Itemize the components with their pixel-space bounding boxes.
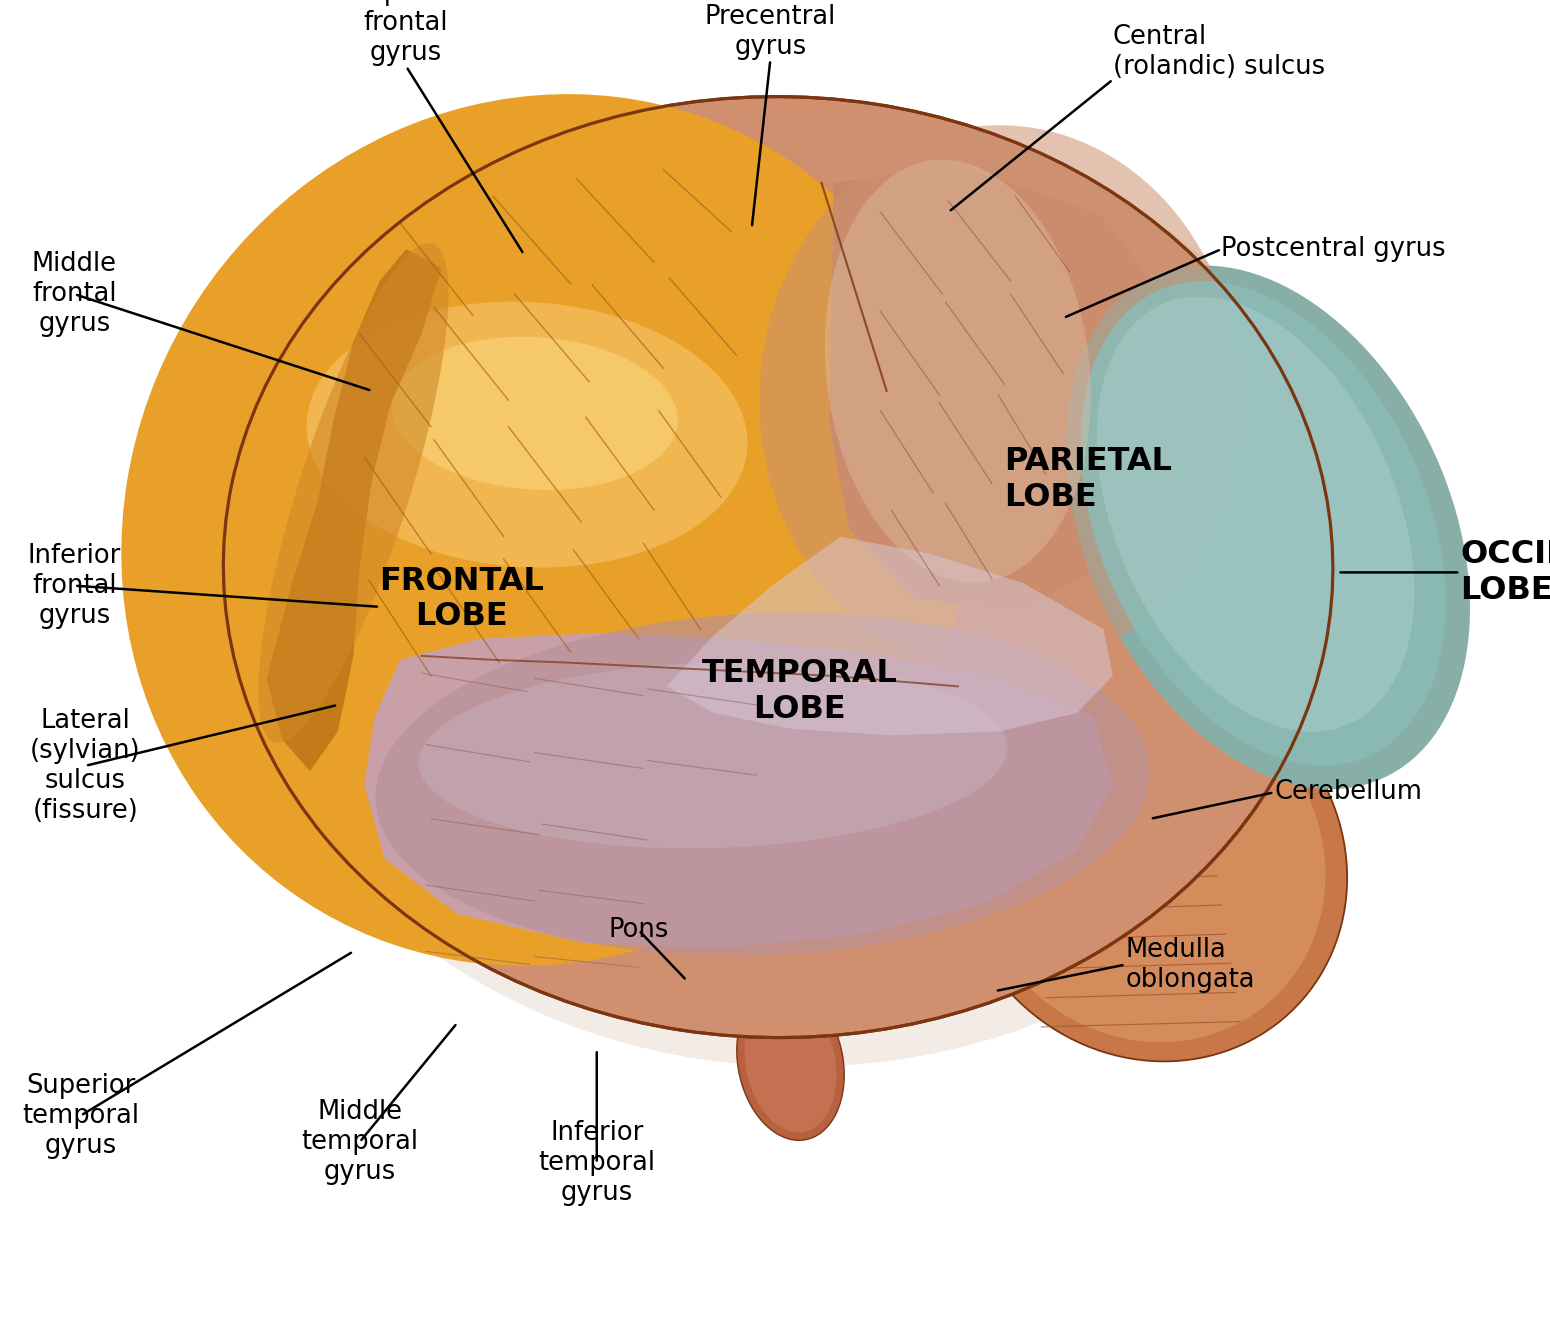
Polygon shape (364, 633, 1113, 947)
Ellipse shape (259, 242, 448, 743)
Ellipse shape (392, 337, 677, 490)
Ellipse shape (418, 662, 1008, 848)
Text: FRONTAL
LOBE: FRONTAL LOBE (380, 566, 544, 632)
Text: Superior
frontal
gyrus: Superior frontal gyrus (352, 0, 460, 66)
Ellipse shape (825, 159, 1091, 583)
Text: Precentral
gyrus: Precentral gyrus (705, 4, 835, 60)
Text: Inferior
frontal
gyrus: Inferior frontal gyrus (28, 543, 121, 628)
Ellipse shape (1097, 297, 1414, 731)
Text: PARIETAL
LOBE: PARIETAL LOBE (1004, 447, 1172, 513)
Text: Cerebellum: Cerebellum (1274, 779, 1421, 806)
Ellipse shape (760, 126, 1240, 676)
Ellipse shape (687, 890, 826, 1031)
Text: Postcentral gyrus: Postcentral gyrus (1221, 236, 1446, 262)
Text: TEMPORAL
LOBE: TEMPORAL LOBE (702, 659, 897, 725)
Ellipse shape (232, 113, 1364, 1067)
Polygon shape (829, 166, 1181, 610)
Text: OCCIPITAL
LOBE: OCCIPITAL LOBE (1460, 539, 1550, 606)
Ellipse shape (696, 898, 817, 1023)
Text: Inferior
temporal
gyrus: Inferior temporal gyrus (538, 1121, 656, 1206)
Ellipse shape (375, 613, 1150, 955)
Ellipse shape (307, 302, 747, 567)
Text: Pons: Pons (609, 917, 668, 943)
Ellipse shape (121, 94, 970, 966)
Text: Medulla
oblongata: Medulla oblongata (1125, 937, 1256, 992)
Text: Middle
frontal
gyrus: Middle frontal gyrus (33, 252, 116, 337)
Polygon shape (267, 249, 442, 771)
Ellipse shape (1066, 265, 1469, 790)
Text: Middle
temporal
gyrus: Middle temporal gyrus (301, 1100, 418, 1185)
Polygon shape (666, 537, 1113, 735)
Ellipse shape (1080, 281, 1446, 766)
Ellipse shape (744, 992, 837, 1133)
Text: Central
(rolandic) sulcus: Central (rolandic) sulcus (1113, 24, 1325, 79)
Ellipse shape (223, 97, 1333, 1037)
Text: Superior
temporal
gyrus: Superior temporal gyrus (22, 1073, 140, 1158)
Ellipse shape (953, 666, 1347, 1061)
Text: Lateral
(sylvian)
sulcus
(fissure): Lateral (sylvian) sulcus (fissure) (29, 708, 141, 824)
Ellipse shape (736, 984, 845, 1141)
Ellipse shape (969, 680, 1325, 1043)
